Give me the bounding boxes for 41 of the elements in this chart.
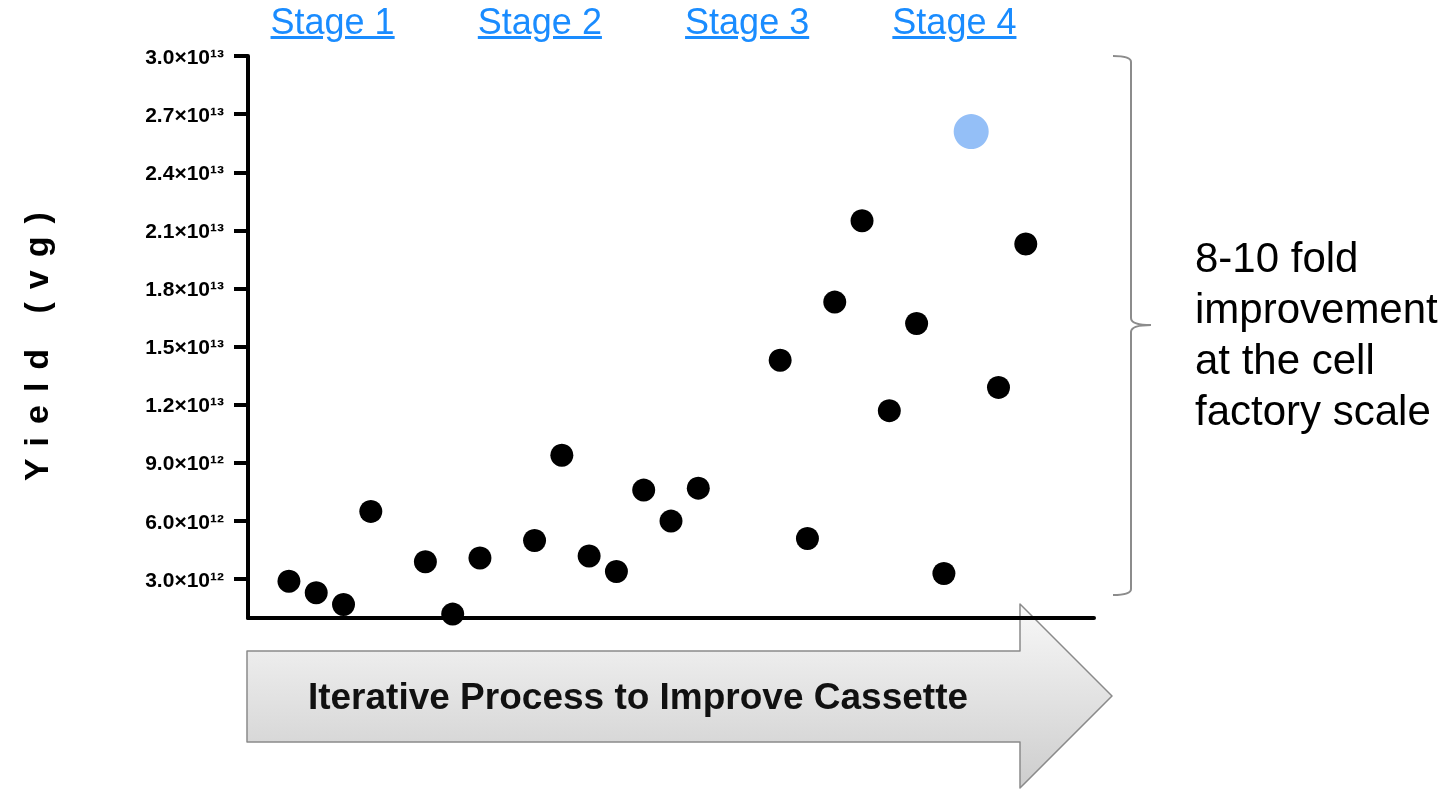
y-tick-label: 3.0×10¹³ <box>145 44 224 68</box>
y-axis-title: Yield (vg) <box>16 199 56 481</box>
point <box>850 209 874 233</box>
y-tick-label: 2.7×10¹³ <box>145 102 224 126</box>
y-tick-label: 1.5×10¹³ <box>145 335 224 359</box>
y-tick-label: 2.4×10¹³ <box>145 160 224 184</box>
point <box>768 348 792 372</box>
point <box>468 546 492 570</box>
text: Stage 3 <box>685 0 810 44</box>
point <box>277 569 301 593</box>
text: 8-10 fold improvement at the cell factory scale <box>1195 233 1439 436</box>
point <box>441 602 465 626</box>
point <box>523 528 547 552</box>
point <box>332 592 356 616</box>
text: Stage 2 <box>477 0 602 44</box>
y-tick-label: 1.8×10¹³ <box>145 277 224 301</box>
point <box>953 114 989 150</box>
text: Stage 4 <box>892 0 1017 44</box>
point <box>823 290 847 314</box>
point <box>413 550 437 574</box>
y-tick-label: 3.0×10¹² <box>145 567 224 591</box>
point <box>877 399 901 423</box>
point <box>905 311 929 335</box>
y-tick-label: 6.0×10¹² <box>145 509 224 533</box>
y-tick-label: 1.2×10¹³ <box>145 393 224 417</box>
y-tick-label: 9.0×10¹² <box>145 451 224 475</box>
point <box>577 544 601 568</box>
point <box>604 560 628 583</box>
point <box>550 443 574 467</box>
point <box>659 509 683 533</box>
point <box>686 476 710 500</box>
point <box>987 375 1010 399</box>
point <box>359 499 383 523</box>
point <box>632 478 656 502</box>
point <box>1014 232 1038 256</box>
point <box>304 581 328 605</box>
x-axis-title: Iterative Process to Improve Cassette <box>307 676 969 718</box>
y-tick-label: 2.1×10¹³ <box>145 218 224 242</box>
text: Stage 1 <box>270 0 395 44</box>
point <box>932 561 956 585</box>
point <box>795 527 819 551</box>
